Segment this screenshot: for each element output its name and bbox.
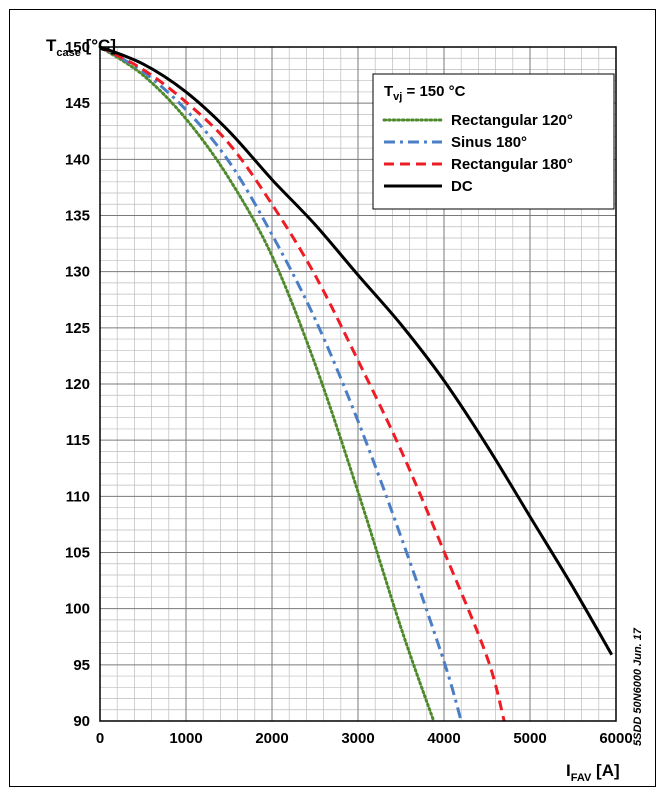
series-line-sinus-180 — [99, 45, 463, 722]
legend-label-rectangular-120: Rectangular 120° — [451, 112, 573, 129]
series-line-rectangular-180 — [99, 45, 506, 722]
x-tick-label: 3000 — [341, 730, 374, 747]
x-tick-label: 4000 — [427, 730, 460, 747]
legend-label-rectangular-180: Rectangular 180° — [451, 156, 573, 173]
legend-title: Tvj = 150 °C — [384, 83, 466, 103]
legend-label-dc: DC — [451, 178, 473, 195]
x-tick-label: 5000 — [513, 730, 546, 747]
chart-frame: 0 1000 2000 3000 4000 5000 6000 150 145 140 135 130… — [9, 9, 656, 787]
series-line-rectangular-120 — [98, 45, 436, 723]
plot-border — [99, 46, 617, 722]
legend-entries: Rectangular 120° Sinus 180° Rectangular 18… — [382, 112, 573, 195]
series-line-dc — [99, 45, 614, 656]
x-axis-title: IFAV [A] — [566, 761, 620, 784]
y-tick-label: 100 — [65, 601, 90, 618]
y-tick-label: 125 — [65, 320, 90, 337]
watermark-text: 5SDD 50N6000 Jun. 17 — [632, 627, 644, 746]
y-tick-label: 130 — [65, 264, 90, 281]
y-tick-label: 120 — [65, 376, 90, 393]
y-tick-label: 115 — [66, 432, 90, 449]
y-tick-label: 105 — [65, 545, 90, 562]
y-tick-label: 140 — [65, 151, 90, 168]
y-tick-label: 90 — [73, 713, 90, 730]
legend: Tvj = 150 °C Rectangular 120°Sinus 180°R… — [372, 73, 615, 210]
y-tick-label: 110 — [66, 488, 90, 505]
x-tick-label: 1000 — [169, 730, 202, 747]
y-tick-label: 145 — [65, 95, 90, 112]
series-lines — [98, 45, 614, 723]
tick-labels: 0 1000 2000 3000 4000 5000 6000 150 145 140 135 130… — [65, 39, 633, 747]
y-tick-label: 135 — [65, 208, 90, 225]
y-axis-title: Tcase [°C] — [46, 36, 116, 59]
x-tick-label: 0 — [96, 730, 104, 747]
cooling-curve-chart: 0 1000 2000 3000 4000 5000 6000 150 145 140 135 130… — [46, 36, 644, 784]
y-tick-label: 95 — [73, 657, 90, 674]
legend-label-sinus-180: Sinus 180° — [451, 134, 527, 151]
y-tick-label: 150 — [65, 39, 90, 56]
x-tick-label: 6000 — [599, 730, 632, 747]
x-tick-label: 2000 — [255, 730, 288, 747]
